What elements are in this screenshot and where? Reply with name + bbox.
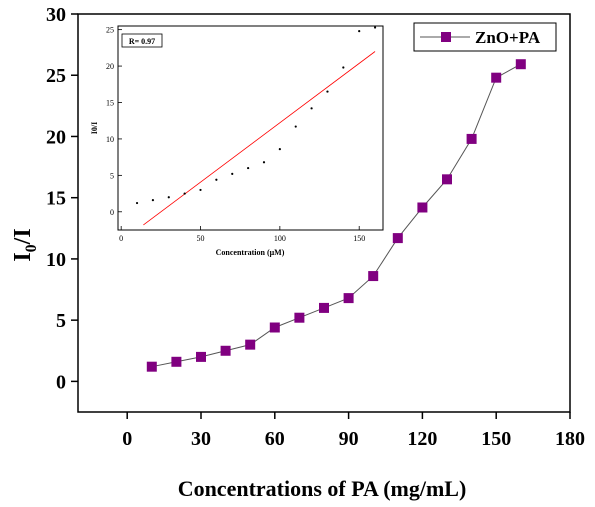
inset-annotation-box bbox=[121, 33, 163, 48]
inset-x-tick-label: 150 bbox=[353, 234, 365, 243]
data-point bbox=[392, 233, 403, 244]
inset-data-point bbox=[342, 66, 345, 69]
x-tick-label: 150 bbox=[481, 428, 511, 450]
data-point bbox=[491, 72, 502, 83]
legend: ZnO+PA bbox=[413, 22, 557, 52]
inset-x-tick-label: 100 bbox=[274, 234, 286, 243]
x-tick-label: 120 bbox=[407, 428, 437, 450]
data-point bbox=[466, 133, 477, 144]
legend-label: ZnO+PA bbox=[475, 28, 541, 47]
main-plot-area bbox=[77, 13, 571, 413]
inset-data-point bbox=[278, 148, 281, 151]
inset-data-point bbox=[247, 166, 250, 170]
x-tick-label: 0 bbox=[122, 428, 132, 450]
inset-data-point bbox=[326, 90, 329, 93]
y-tick-label: 5 bbox=[56, 310, 66, 332]
data-point bbox=[171, 356, 182, 367]
data-point bbox=[515, 59, 526, 70]
y-tick-label: 0 bbox=[56, 371, 66, 393]
inset-data-point bbox=[262, 161, 266, 164]
inset-y-tick-label: 15 bbox=[106, 99, 114, 108]
inset-x-axis-label: Concentration (μM) bbox=[216, 248, 285, 257]
data-point bbox=[269, 322, 280, 333]
inset-data-point bbox=[199, 188, 202, 192]
inset-y-tick-label: 5 bbox=[110, 171, 114, 180]
y-tick-label: 15 bbox=[46, 188, 66, 210]
inset-x-tick-label: 50 bbox=[197, 234, 205, 243]
y-tick-label: 25 bbox=[46, 65, 66, 87]
inset-y-tick-label: 0 bbox=[110, 208, 114, 217]
y-tick-label: 20 bbox=[46, 126, 66, 148]
series-line bbox=[151, 63, 522, 368]
inset-background bbox=[118, 26, 383, 230]
data-point bbox=[146, 361, 157, 372]
inset-data-point bbox=[373, 26, 377, 29]
y-tick-label: 10 bbox=[46, 249, 66, 271]
data-point bbox=[319, 302, 329, 313]
inset-data-point bbox=[151, 199, 155, 202]
data-point bbox=[294, 312, 305, 323]
x-tick-label: 30 bbox=[191, 428, 211, 450]
inset-data-point bbox=[135, 201, 139, 205]
inset-data-point bbox=[167, 196, 170, 199]
y-axis-label: I0/I bbox=[10, 228, 40, 261]
y-tick-label: 30 bbox=[46, 4, 66, 26]
inset-y-tick-label: 20 bbox=[106, 62, 114, 71]
data-point bbox=[442, 174, 452, 185]
inset-fit-line bbox=[143, 51, 376, 226]
x-tick-label: 90 bbox=[339, 428, 359, 450]
inset-plot-area bbox=[117, 25, 384, 231]
inset-data-point bbox=[183, 192, 186, 195]
inset-annotation: R= 0.97 bbox=[129, 37, 155, 46]
x-tick-label: 60 bbox=[265, 428, 285, 450]
inset-data-point bbox=[310, 107, 313, 110]
data-point bbox=[417, 202, 428, 213]
inset-data-point bbox=[358, 30, 361, 33]
legend-marker bbox=[441, 32, 451, 42]
inset-data-point bbox=[231, 172, 234, 175]
data-point bbox=[245, 339, 256, 350]
data-point bbox=[343, 293, 354, 304]
inset-data-point bbox=[294, 125, 297, 128]
data-point bbox=[196, 351, 206, 362]
inset-y-tick-label: 10 bbox=[106, 135, 114, 144]
x-tick-label: 180 bbox=[555, 428, 585, 450]
data-point bbox=[220, 345, 231, 356]
inset-y-axis-label: I0/I bbox=[90, 122, 99, 134]
inset-data-point bbox=[215, 178, 218, 181]
inset-y-tick-label: 25 bbox=[106, 26, 114, 35]
y-axis-label-subscript: 0 bbox=[23, 244, 40, 252]
x-axis-label: Concentrations of PA (mg/mL) bbox=[178, 476, 467, 501]
data-point bbox=[368, 271, 379, 282]
inset-x-tick-label: 0 bbox=[119, 234, 123, 243]
